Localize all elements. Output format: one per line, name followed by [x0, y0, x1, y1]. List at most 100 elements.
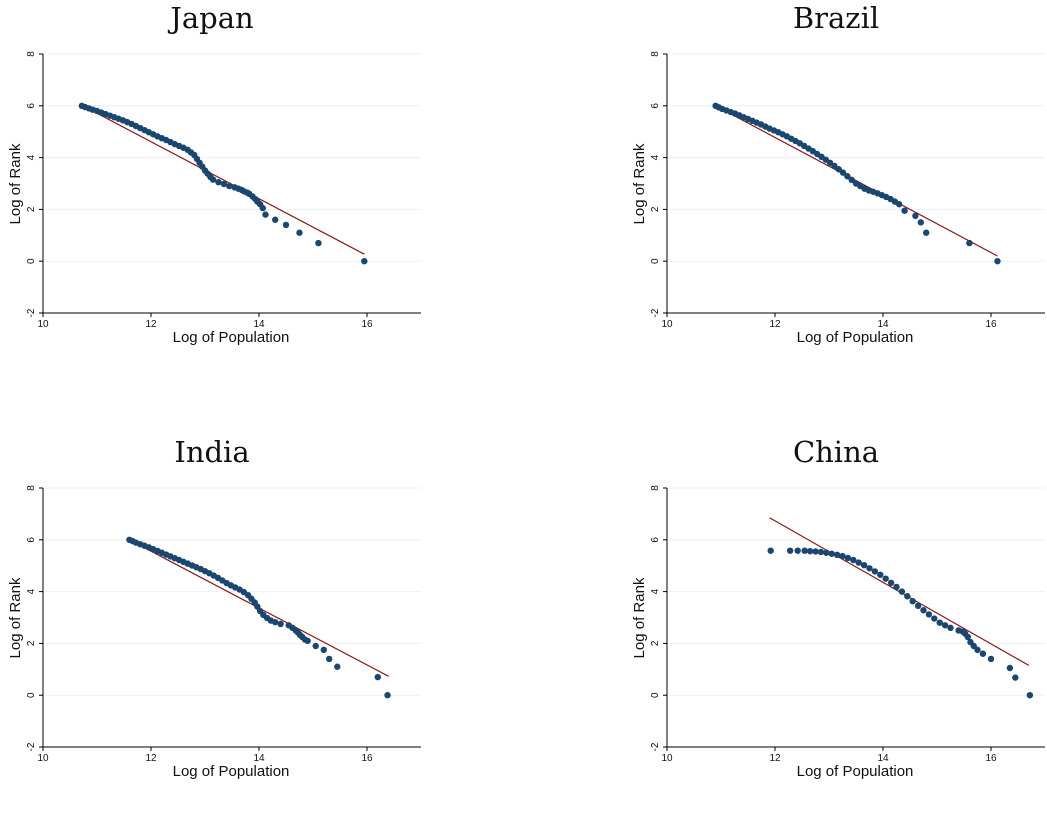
data-point	[912, 212, 919, 220]
x-tick-label: 14	[253, 753, 265, 764]
data-point	[947, 624, 954, 632]
data-point	[315, 239, 322, 247]
y-tick-label: -2	[26, 308, 37, 317]
y-tick-label: 8	[26, 485, 37, 491]
data-point	[384, 692, 391, 699]
x-tick-label: 12	[145, 319, 157, 330]
y-tick-label: 8	[650, 51, 661, 57]
data-point	[835, 166, 842, 173]
data-point	[839, 552, 846, 560]
data-point	[334, 663, 341, 670]
data-point	[812, 548, 819, 555]
y-tick-label: -2	[650, 308, 661, 317]
data-point	[259, 204, 266, 212]
data-point	[850, 556, 857, 564]
chart-title: India	[174, 435, 249, 469]
data-point	[844, 554, 852, 562]
data-point	[931, 615, 938, 622]
data-point	[941, 622, 949, 629]
data-point	[839, 169, 847, 176]
data-point	[901, 207, 908, 214]
data-point	[1026, 692, 1034, 699]
x-tick-label: 14	[877, 319, 889, 330]
data-point	[767, 547, 774, 554]
chart-svg: India -2 0 2 4 6 8 10 12 14 16 Log of Population Log…	[7, 435, 421, 780]
x-axis-label: Log of Population	[173, 329, 290, 346]
chart-title: China	[793, 435, 879, 469]
data-point	[304, 637, 311, 645]
chart-panel-china: China -2 0 2 4 6 8 10 12 14 16 Log of Population Log…	[624, 434, 1047, 825]
fit-line	[81, 104, 365, 255]
data-point	[925, 611, 933, 618]
y-tick-label: 2	[26, 640, 37, 646]
chart-title: Brazil	[793, 1, 879, 35]
x-tick-label: 10	[661, 753, 673, 764]
x-tick-label: 10	[661, 319, 673, 330]
data-point	[833, 551, 841, 559]
data-point	[923, 229, 930, 236]
data-point	[272, 216, 279, 223]
chart-svg: Brazil -2 0 2 4 6 8 10 12 14 16 Log of Population Lo…	[631, 1, 1045, 346]
y-tick-label: 2	[26, 206, 37, 212]
data-point	[806, 547, 814, 555]
x-tick-label: 16	[361, 319, 373, 330]
data-point	[282, 221, 290, 229]
data-point	[831, 162, 838, 170]
data-point	[898, 588, 906, 595]
x-tick-label: 12	[769, 319, 781, 330]
data-point	[296, 229, 303, 236]
data-point	[896, 201, 903, 208]
data-point	[964, 633, 971, 641]
x-axis-label: Log of Population	[797, 329, 914, 346]
x-tick-label: 16	[985, 753, 997, 764]
x-tick-label: 14	[253, 319, 265, 330]
data-point	[974, 646, 981, 654]
data-point	[262, 211, 269, 218]
chart-svg: China -2 0 2 4 6 8 10 12 14 16 Log of Population Log…	[631, 435, 1045, 780]
y-tick-label: 8	[26, 51, 37, 57]
chart-svg: Japan -2 0 2 4 6 8 10 12 14 16 Log of Population Log…	[7, 1, 421, 346]
data-point	[1012, 674, 1019, 681]
data-point	[882, 575, 889, 582]
data-point	[844, 173, 851, 180]
data-point	[893, 583, 900, 591]
chart-panel-brazil: Brazil -2 0 2 4 6 8 10 12 14 16 Log of Population Lo…	[624, 0, 1047, 391]
data-point	[374, 673, 381, 681]
data-point	[801, 547, 808, 554]
data-point	[794, 547, 801, 554]
y-tick-label: 6	[650, 537, 661, 543]
data-point	[320, 646, 327, 654]
chart-title: Japan	[167, 1, 253, 35]
x-tick-label: 14	[877, 753, 889, 764]
data-point	[860, 561, 868, 569]
data-point	[828, 550, 835, 557]
y-axis-label: Log of Rank	[7, 143, 24, 224]
x-tick-label: 16	[361, 753, 373, 764]
data-point	[209, 176, 217, 183]
data-point	[866, 565, 873, 572]
x-tick-label: 12	[145, 753, 157, 764]
y-tick-label: 2	[650, 640, 661, 646]
y-tick-label: 4	[26, 154, 37, 160]
x-tick-label: 10	[37, 319, 49, 330]
data-point	[887, 579, 895, 586]
data-point	[904, 593, 911, 600]
y-tick-label: -2	[650, 742, 661, 751]
data-point	[855, 559, 862, 566]
data-point	[817, 548, 825, 556]
y-tick-label: 4	[650, 154, 661, 160]
data-point	[326, 655, 333, 663]
data-point	[966, 239, 973, 247]
y-tick-label: -2	[26, 742, 37, 751]
y-tick-label: 0	[26, 692, 37, 698]
data-point	[848, 176, 855, 184]
data-point	[987, 655, 995, 663]
y-axis-label: Log of Rank	[631, 577, 648, 658]
y-tick-label: 8	[650, 485, 661, 491]
data-point	[994, 258, 1001, 265]
y-tick-label: 0	[650, 258, 661, 264]
y-tick-label: 6	[26, 537, 37, 543]
data-point	[786, 547, 794, 554]
data-point	[823, 549, 830, 556]
y-tick-label: 0	[26, 258, 37, 264]
